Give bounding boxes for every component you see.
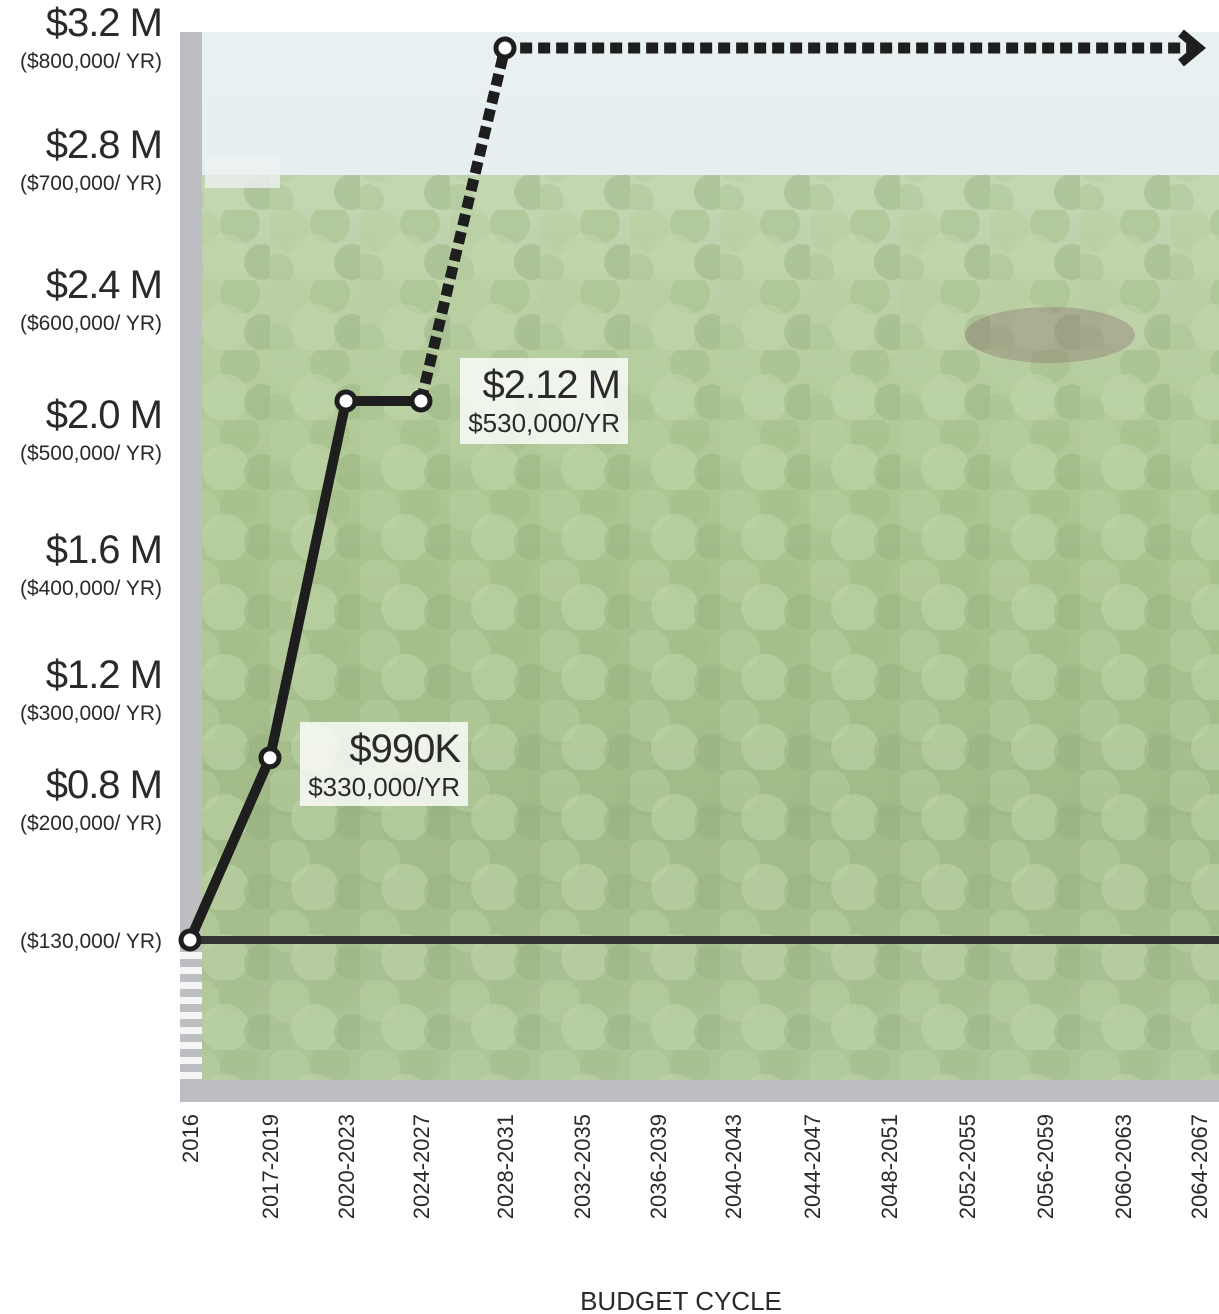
x-tick-label: 2044-2047 <box>800 1114 825 1219</box>
data-point <box>493 36 517 60</box>
axis-break-dash <box>180 967 202 974</box>
y-axis-bar <box>180 32 202 1102</box>
y-tick-label: $2.4 M <box>46 263 162 307</box>
y-tick-label: $0.8 M <box>46 763 162 807</box>
x-tick-label: 2048-2051 <box>877 1114 902 1219</box>
x-tick-label: 2064-2067 <box>1187 1114 1212 1219</box>
axis-break-dash <box>180 1057 202 1064</box>
data-points <box>178 36 517 952</box>
y-tick-labels: $3.2 M ($800,000/ YR) $2.8 M ($700,000/ YR)… <box>20 1 163 953</box>
x-tick-label: 2024-2027 <box>409 1114 434 1219</box>
axis-break-dash <box>180 997 202 1004</box>
arrow-head-icon <box>1178 29 1207 67</box>
x-axis-label: BUDGET CYCLE <box>580 1286 782 1314</box>
axis-break-dash <box>180 1027 202 1034</box>
callout-rate: $530,000/YR <box>468 408 620 438</box>
callout-box <box>300 722 468 806</box>
x-tick-label: 2036-2039 <box>646 1114 671 1219</box>
x-tick-label: 2028-2031 <box>493 1114 518 1219</box>
callout-value: $2.12 M <box>482 363 620 407</box>
callout: $2.12 M$530,000/YR <box>460 358 628 444</box>
callout-rate: $330,000/YR <box>308 772 460 802</box>
data-point <box>409 389 433 413</box>
x-tick-label: 2052-2055 <box>955 1114 980 1219</box>
data-point <box>334 389 358 413</box>
y-tick-label: $3.2 M <box>46 1 162 45</box>
axis-break-dash <box>180 1042 202 1049</box>
axis-break-dash <box>180 982 202 989</box>
x-tick-label: 2056-2059 <box>1033 1114 1058 1219</box>
y-tick-label: $2.0 M <box>46 393 162 437</box>
x-tick-label: 2017-2019 <box>258 1114 283 1219</box>
x-tick-label: 2040-2043 <box>721 1114 746 1219</box>
x-tick-labels: 2016 2017-2019 2020-2023 2024-2027 2028-2031… <box>178 1114 1212 1219</box>
data-point <box>258 746 282 770</box>
axes <box>180 32 1219 1102</box>
callout: $990K$330,000/YR <box>300 722 468 806</box>
y-axis-break <box>180 952 202 1079</box>
x-axis-bar <box>180 1080 1219 1102</box>
forest-background <box>200 32 1219 1080</box>
x-tick-label: 2016 <box>178 1114 203 1163</box>
y-tick-label: $1.2 M <box>46 653 162 697</box>
callout-value: $990K <box>349 727 461 771</box>
y-tick-sublabel: ($130,000/ YR) <box>20 930 162 953</box>
y-tick-sublabel: ($500,000/ YR) <box>20 442 162 465</box>
y-tick-sublabel: ($200,000/ YR) <box>20 812 162 835</box>
axis-break-dash <box>180 1072 202 1079</box>
axis-break-dash <box>180 952 202 959</box>
x-tick-label: 2020-2023 <box>334 1114 359 1219</box>
y-tick-sublabel: ($300,000/ YR) <box>20 702 162 725</box>
y-tick-sublabel: ($400,000/ YR) <box>20 577 162 600</box>
y-tick-label: $1.6 M <box>46 528 162 572</box>
callout-box <box>460 358 628 444</box>
y-tick-label: $2.8 M <box>46 123 162 167</box>
funded-line <box>185 396 421 943</box>
y-tick-sublabel: ($800,000/ YR) <box>20 50 162 73</box>
x-tick-label: 2060-2063 <box>1111 1114 1136 1219</box>
y-tick-sublabel: ($600,000/ YR) <box>20 312 162 335</box>
y-tick-sublabel: ($700,000/ YR) <box>20 172 162 195</box>
data-point <box>178 928 202 952</box>
x-tick-label: 2032-2035 <box>570 1114 595 1219</box>
callouts: $990K$330,000/YR $2.12 M$530,000/YR <box>300 358 628 806</box>
axis-break-dash <box>180 1012 202 1019</box>
